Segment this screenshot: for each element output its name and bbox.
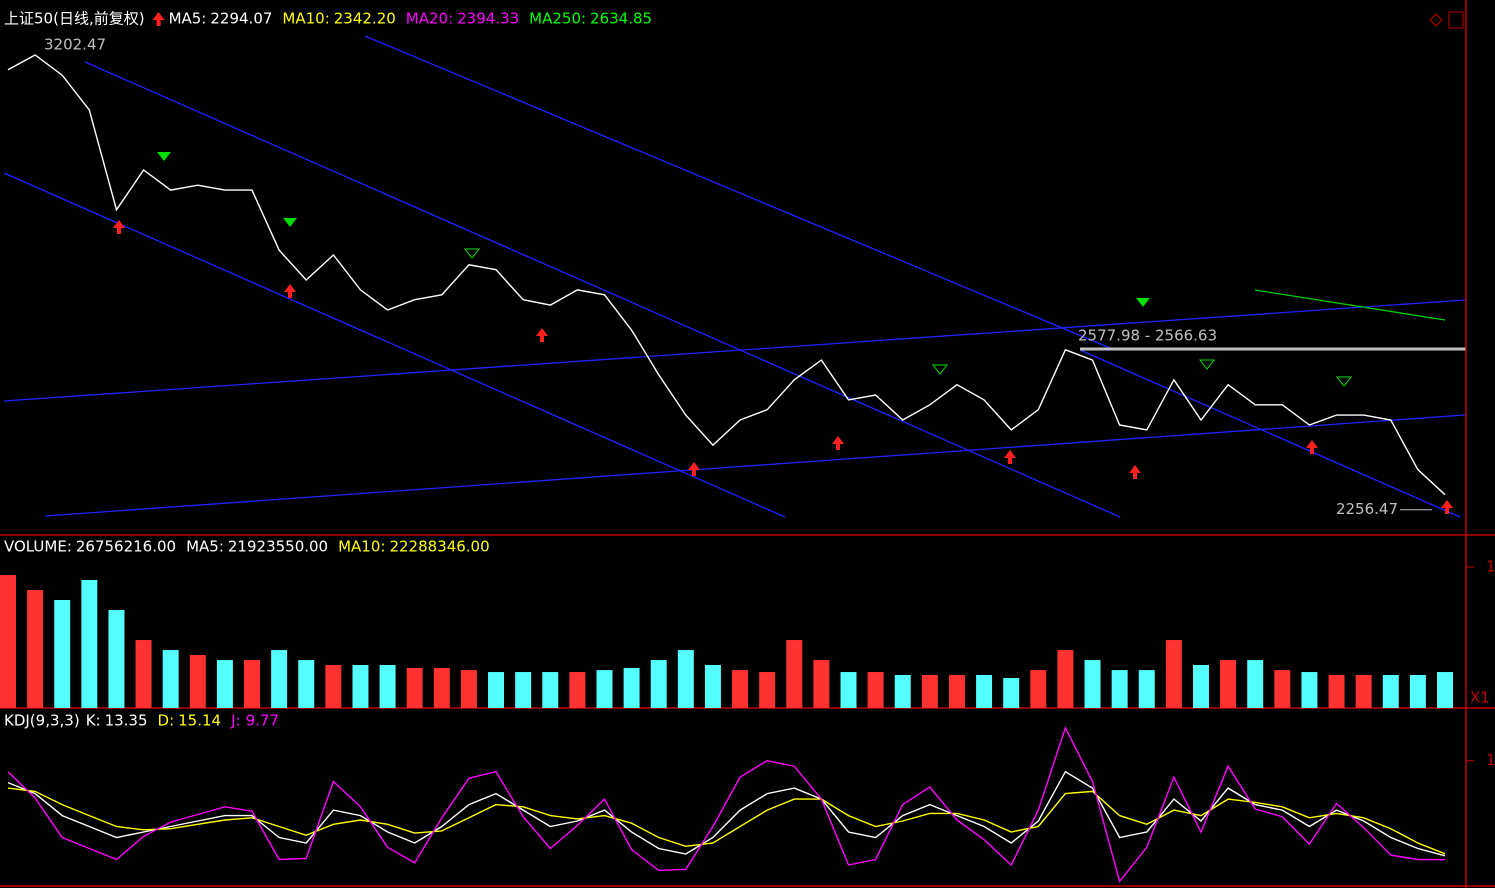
- volume-bar: [1084, 660, 1101, 708]
- volume-bar: [1057, 650, 1074, 708]
- volume-bar: [677, 650, 694, 708]
- legend-value: 13.35: [105, 712, 148, 730]
- volume-bar: [488, 672, 505, 708]
- y-tick-label: 1: [1486, 558, 1495, 576]
- ma250-segment: [1254, 289, 1446, 321]
- panel-title: 上证50(日线,前复权): [4, 10, 145, 28]
- legend-name: D:: [158, 712, 175, 730]
- volume-bar: [162, 650, 179, 708]
- indicator-name: MA10:: [338, 538, 385, 556]
- volume-bar: [759, 672, 776, 708]
- volume-bar: [379, 664, 396, 708]
- volume-bar: [867, 672, 884, 708]
- indicator-name: MA10:: [282, 10, 329, 28]
- volume-bar: [732, 670, 749, 708]
- volume-bar: [1165, 640, 1182, 708]
- volume-bar: [786, 640, 803, 708]
- volume-bar: [1328, 675, 1345, 708]
- volume-bar: [1003, 677, 1020, 708]
- range-label: 2577.98 - 2566.63: [1078, 327, 1217, 345]
- indicator-name: MA20:: [406, 10, 453, 28]
- indicator-value: 2394.33: [457, 10, 519, 28]
- volume-bar: [1030, 670, 1047, 708]
- volume-bar: [1382, 675, 1399, 708]
- volume-bar: [1355, 675, 1372, 708]
- indicator-value: 26756216.00: [76, 538, 176, 556]
- volume-bar: [271, 650, 288, 708]
- indicator-name: MA5:: [186, 538, 224, 556]
- legend-value: 9.77: [246, 712, 279, 730]
- data-line: [7, 54, 1446, 496]
- volume-bar: [0, 575, 16, 708]
- signal-arrows: [113, 152, 1453, 514]
- window-button[interactable]: [1448, 11, 1464, 29]
- panel-title: KDJ(9,3,3): [4, 712, 80, 730]
- volume-bar: [1138, 670, 1155, 708]
- indicator-value: 2634.85: [590, 10, 652, 28]
- low-label: 2256.47: [1336, 500, 1398, 518]
- volume-bar: [1409, 675, 1426, 708]
- volume-bar: [650, 660, 667, 708]
- indicator-name: VOLUME:: [4, 538, 72, 556]
- volume-bar: [704, 664, 721, 708]
- high-label: 3202.47: [44, 35, 106, 53]
- indicator-value: 22288346.00: [389, 538, 489, 556]
- indicator-value: 2294.07: [210, 10, 272, 28]
- volume-bar: [948, 675, 965, 708]
- volume-bar: [433, 667, 450, 708]
- indicator-name: MA250:: [529, 10, 586, 28]
- trend-lines: [3, 35, 1466, 518]
- volume-bar: [406, 667, 423, 708]
- volume-bar: [1274, 670, 1291, 708]
- volume-bar: [1247, 660, 1264, 708]
- volume-bar: [1220, 660, 1237, 708]
- volume-bar: [244, 660, 261, 708]
- indicator-value: 21923550.00: [228, 538, 328, 556]
- volume-bar: [1437, 672, 1453, 708]
- window-button[interactable]: [1429, 13, 1443, 27]
- volume-bar: [1111, 670, 1128, 708]
- volume-bar: [542, 672, 559, 708]
- volume-bar: [840, 672, 857, 708]
- volume-bar: [352, 664, 369, 708]
- volume-bar: [189, 654, 206, 708]
- volume-bar: [135, 640, 152, 708]
- volume-bar: [1192, 664, 1209, 708]
- data-line: [7, 725, 1446, 883]
- volume-bar: [1301, 672, 1318, 708]
- volume-bar: [921, 675, 938, 708]
- volume-bar: [54, 599, 71, 708]
- volume-bar: [108, 610, 125, 708]
- volume-bar: [27, 589, 44, 708]
- volume-bar: [569, 672, 586, 708]
- volume-bar: [596, 670, 613, 708]
- volume-bar: [894, 675, 911, 708]
- volume-bar: [81, 579, 98, 708]
- up-icon: [152, 12, 165, 26]
- volume-bar: [515, 672, 532, 708]
- data-line: [7, 787, 1446, 855]
- volume-bar: [460, 670, 477, 708]
- indicator-name: MA5:: [169, 10, 207, 28]
- volume-bar: [623, 667, 640, 708]
- legend-value: 15.14: [178, 712, 221, 730]
- legend-name: J:: [230, 712, 240, 730]
- corner-label: X1: [1470, 689, 1490, 707]
- indicator-value: 2342.20: [334, 10, 396, 28]
- data-line: [7, 770, 1446, 857]
- y-tick-label: 1: [1486, 751, 1495, 769]
- volume-bar: [298, 660, 315, 708]
- volume-bar: [813, 660, 830, 708]
- volume-bar: [325, 664, 342, 708]
- volume-bar: [216, 660, 233, 708]
- volume-bar: [976, 675, 993, 708]
- legend-name: K:: [86, 712, 101, 730]
